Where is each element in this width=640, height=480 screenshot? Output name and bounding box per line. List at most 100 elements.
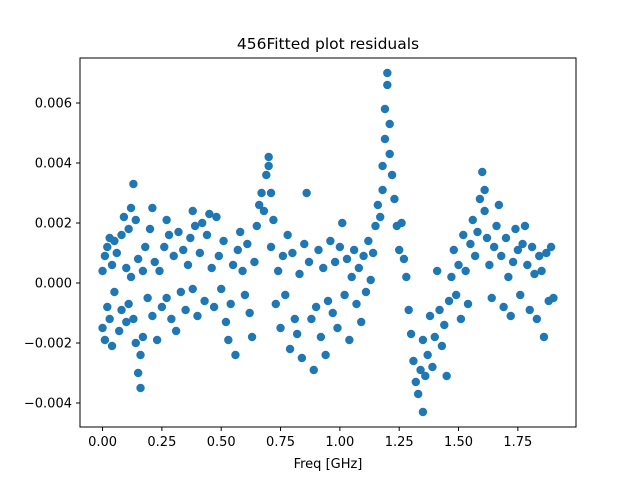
scatter-point — [359, 251, 368, 261]
scatter-point — [397, 218, 406, 228]
scatter-point — [126, 272, 136, 282]
scatter-point — [444, 296, 454, 306]
scatter-point — [131, 215, 140, 225]
scatter-point — [276, 323, 285, 333]
scatter-point — [532, 314, 542, 324]
scatter-point — [129, 314, 138, 324]
scatter-point — [269, 215, 278, 225]
scatter-point — [278, 251, 288, 261]
scatter-point — [100, 251, 110, 261]
scatter-point — [418, 335, 428, 345]
scatter-point — [409, 356, 418, 366]
scatter-point — [300, 239, 309, 249]
scatter-point — [169, 251, 178, 261]
scatter-point — [200, 296, 209, 306]
scatter-point — [357, 317, 366, 327]
scatter-point — [347, 272, 356, 282]
scatter-point — [511, 224, 520, 234]
scatter-point — [411, 377, 421, 387]
scatter-point — [425, 311, 435, 321]
scatter-point — [98, 266, 107, 276]
plot-frame — [79, 57, 577, 428]
scatter-point — [112, 248, 121, 258]
scatter-point — [207, 263, 216, 273]
scatter-point — [119, 212, 129, 222]
scatter-point — [489, 242, 499, 252]
scatter-point — [387, 170, 397, 180]
scatter-point — [271, 299, 280, 309]
scatter-point — [402, 272, 411, 282]
scatter-point — [302, 188, 311, 198]
x-tick-label: 1.25 — [385, 435, 414, 450]
scatter-point — [281, 290, 290, 300]
x-tick-label: 0.50 — [207, 435, 236, 450]
x-tick-label: 0.75 — [266, 435, 295, 450]
scatter-point — [124, 224, 133, 234]
scatter-point — [138, 332, 148, 342]
scatter-point — [480, 206, 489, 216]
scatter-points — [98, 68, 558, 417]
scatter-point — [466, 239, 475, 249]
scatter-point — [399, 254, 409, 264]
scatter-point — [316, 332, 326, 342]
y-axis-ticks: −0.004 −0.002 0.000 0.002 0.004 0.006 — [24, 97, 80, 412]
scatter-point — [209, 302, 219, 312]
scatter-point — [217, 284, 226, 294]
scatter-point — [297, 353, 307, 363]
scatter-point — [435, 305, 444, 315]
scatter-point — [456, 314, 466, 324]
scatter-point — [162, 293, 171, 303]
scatter-point — [212, 212, 221, 222]
scatter-point — [321, 350, 330, 360]
scatter-point — [497, 251, 506, 261]
scatter-point — [148, 311, 157, 321]
scatter-point — [430, 332, 439, 342]
scatter-point — [152, 335, 162, 345]
scatter-point — [330, 257, 340, 267]
scatter-point — [542, 248, 551, 258]
scatter-point — [378, 161, 387, 171]
scatter-point — [361, 287, 371, 297]
scatter-point — [437, 341, 447, 351]
scatter-point — [264, 161, 273, 171]
scatter-point — [506, 311, 515, 321]
scatter-point — [539, 332, 549, 342]
scatter-point — [247, 332, 257, 342]
scatter-point — [198, 218, 207, 228]
scatter-point — [105, 314, 114, 324]
scatter-point — [342, 254, 352, 264]
scatter-point — [385, 149, 394, 159]
scatter-point — [478, 167, 487, 177]
scatter-point — [160, 242, 169, 252]
scatter-point — [373, 200, 383, 210]
scatter-point — [195, 248, 205, 258]
scatter-point — [214, 251, 224, 261]
scatter-point — [328, 308, 337, 318]
x-tick-label: 0.00 — [88, 435, 117, 450]
scatter-point — [340, 290, 349, 300]
x-axis-ticks: 0.00 0.25 0.50 0.75 1.00 1.25 1.50 1.75 — [88, 427, 532, 450]
scatter-point — [145, 224, 155, 234]
scatter-point — [262, 170, 271, 180]
scatter-point — [508, 257, 518, 267]
scatter-point — [238, 266, 247, 276]
scatter-point — [461, 266, 470, 276]
scatter-point — [98, 323, 107, 333]
scatter-point — [520, 221, 530, 231]
chart-title: 456Fitted plot residuals — [237, 35, 419, 53]
scatter-point — [174, 227, 183, 237]
scatter-point — [188, 284, 197, 294]
scatter-point — [499, 302, 508, 312]
scatter-point — [131, 338, 140, 348]
scatter-point — [114, 326, 124, 336]
x-tick-label: 1.50 — [444, 435, 473, 450]
scatter-point — [459, 230, 468, 240]
scatter-point — [250, 257, 259, 267]
scatter-point — [525, 305, 534, 315]
scatter-point — [164, 230, 174, 240]
scatter-point — [254, 200, 264, 210]
scatter-point — [224, 335, 233, 345]
scatter-point — [442, 371, 451, 381]
